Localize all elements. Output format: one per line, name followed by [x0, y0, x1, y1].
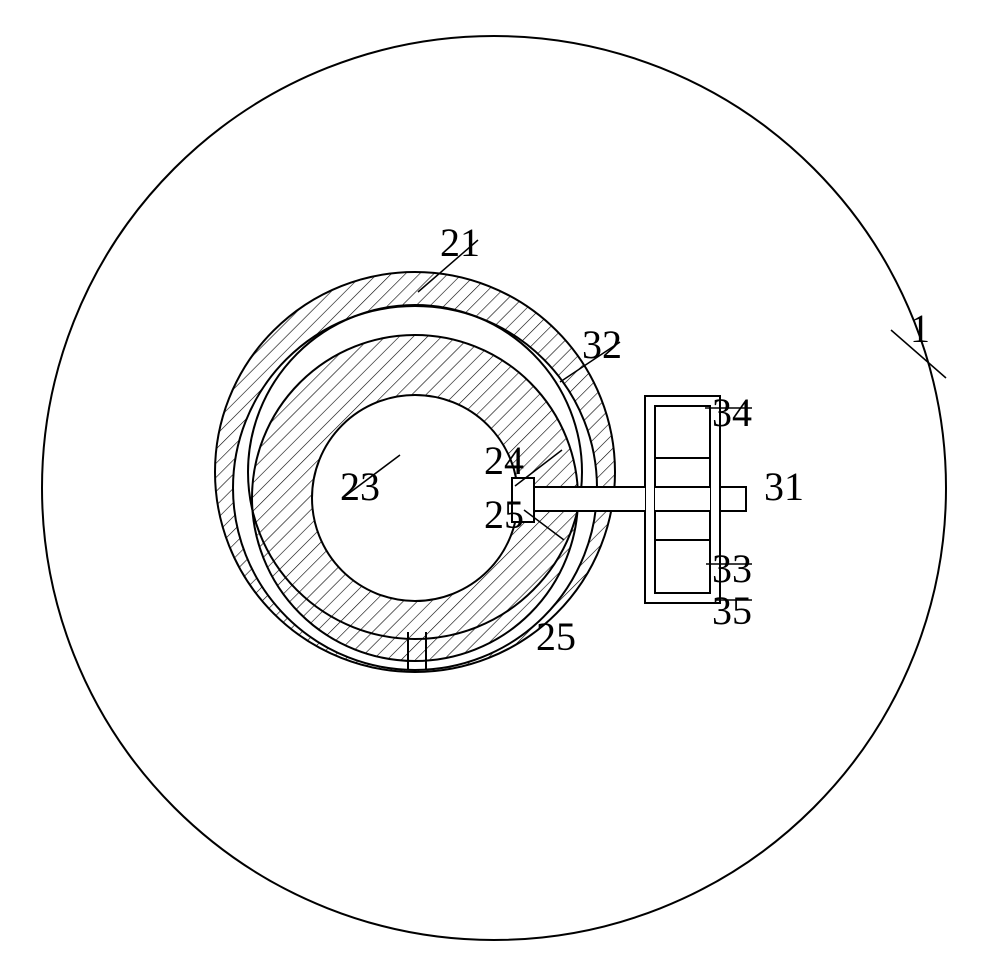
- label-l21: 21: [440, 220, 480, 265]
- label-l32: 32: [582, 322, 622, 367]
- label-l33: 33: [712, 546, 752, 591]
- label-l25a: 25: [484, 492, 524, 537]
- ring-25-hatch: [0, 0, 1000, 972]
- label-l1: 1: [910, 306, 930, 351]
- label-l34: 34: [712, 390, 752, 435]
- label-l23: 23: [340, 464, 380, 509]
- label-l25b: 25: [536, 614, 576, 659]
- shaft-31-thru: [655, 487, 710, 511]
- label-l31: 31: [764, 464, 804, 509]
- shaft-31-right: [720, 487, 746, 511]
- shaft-31: [534, 487, 746, 511]
- label-l24: 24: [484, 438, 524, 483]
- label-l35: 35: [712, 588, 752, 633]
